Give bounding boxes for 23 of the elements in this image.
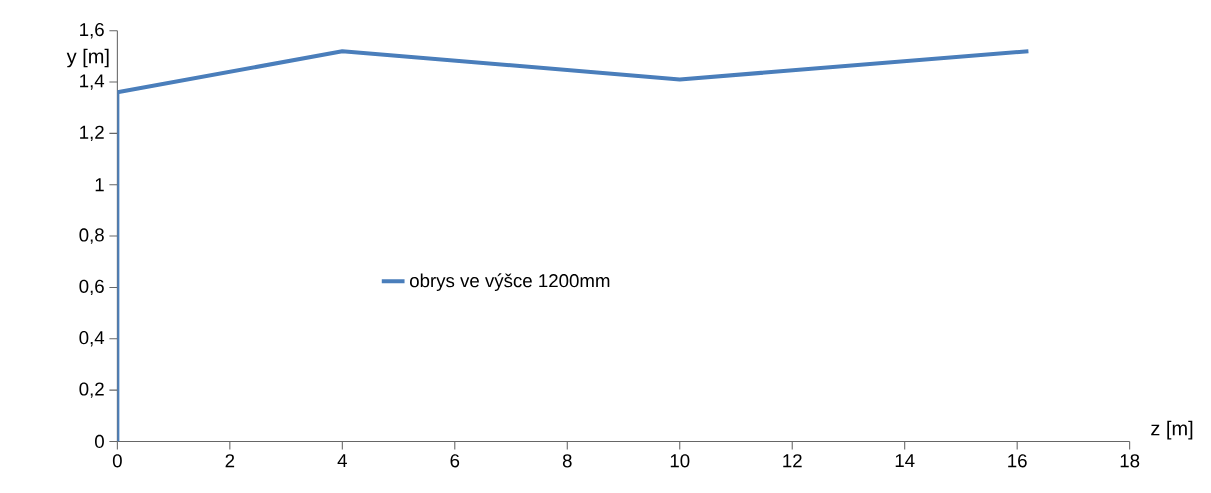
- y-axis-title: y [m]: [66, 48, 109, 68]
- x-tick-label: 10: [670, 453, 690, 468]
- y-tick-label: 1: [95, 178, 104, 191]
- x-tick-label: 16: [1008, 453, 1027, 468]
- x-tick-label: 8: [562, 453, 572, 468]
- y-tick-label: 0: [95, 434, 104, 448]
- x-tick-label: 2: [225, 453, 235, 467]
- y-tick-label: 1,2: [80, 125, 104, 141]
- x-tick-label: 6: [450, 453, 460, 468]
- legend-label: obrys ve výšce 1200mm: [409, 273, 610, 291]
- x-tick-label: 4: [337, 453, 347, 467]
- x-tick-label: 18: [1120, 453, 1140, 468]
- x-tick-label: 0: [112, 453, 122, 468]
- y-tick-label: 0,4: [79, 330, 105, 347]
- line-series: [117, 48, 1031, 442]
- x-axis-title: z [m]: [1151, 420, 1193, 440]
- y-tick-label: 0,6: [79, 279, 104, 295]
- y-tick-label: 1,4: [80, 74, 105, 90]
- x-tick-label: 12: [783, 453, 802, 467]
- x-tick-label: 14: [895, 453, 915, 467]
- y-tick-label: 0,8: [79, 228, 104, 244]
- y-tick-label: 0,2: [79, 382, 104, 398]
- y-tick-label: 1,6: [80, 22, 104, 39]
